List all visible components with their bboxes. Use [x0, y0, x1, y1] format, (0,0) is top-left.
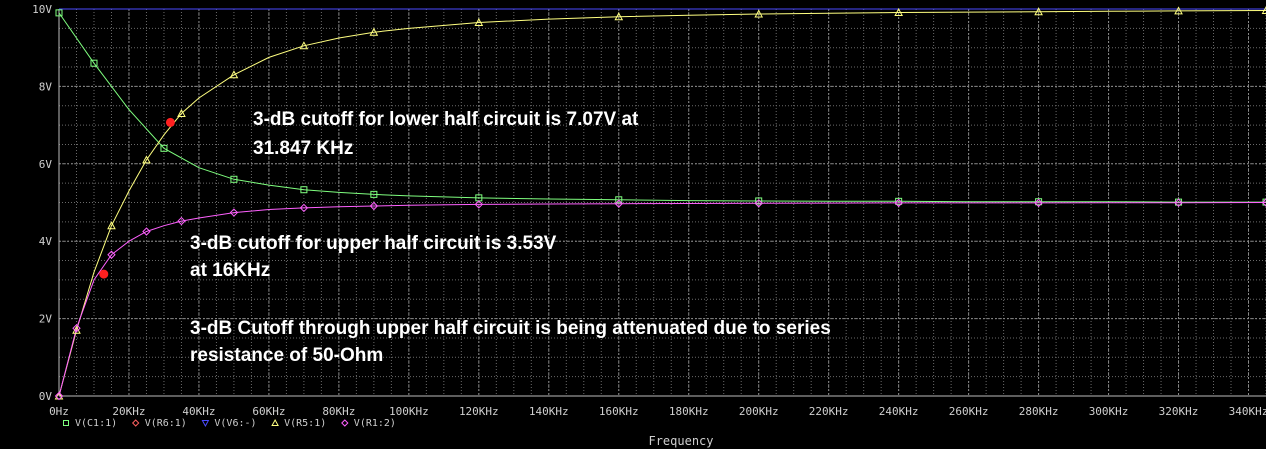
cutoff-point-marker — [99, 269, 109, 279]
x-tick-label: 20KHz — [112, 405, 145, 418]
series-point-v-r5-1 — [614, 12, 624, 21]
series-point-v-r5-1 — [229, 70, 239, 79]
x-tick-label: 100KHz — [389, 405, 429, 418]
legend-label-v-c1-1: V(C1:1) — [75, 418, 117, 429]
series-point-v-r5-1 — [1261, 5, 1266, 15]
legend-label-v-v6: V(V6:-) — [214, 418, 256, 429]
series-point-v-r5-1 — [754, 9, 764, 18]
markers-layer — [54, 5, 1266, 401]
series-point-v-r1-2 — [614, 199, 623, 208]
series-point-v-r1-2 — [107, 250, 116, 259]
x-tick-label: 300KHz — [1089, 405, 1129, 418]
series-point-v-r1-2 — [54, 391, 64, 401]
y-tick-label: 8V — [39, 80, 53, 93]
series-point-v-c1-1 — [370, 190, 378, 198]
legend-marker-v-r1-2 — [341, 419, 349, 427]
series-point-v-r1-2 — [142, 227, 151, 236]
x-tick-label: 320KHz — [1159, 405, 1199, 418]
series-point-v-r5-1 — [1034, 7, 1043, 16]
series-point-v-r1-2 — [1034, 198, 1043, 208]
annotation-upper-line-2: at 16KHz — [190, 260, 270, 281]
series-point-v-r1-2 — [894, 198, 903, 208]
legend-label-v-r5-1: V(R5:1) — [284, 418, 326, 429]
y-tick-label: 10V — [32, 3, 52, 16]
series-point-v-r5-1 — [299, 41, 309, 50]
x-tick-label: 40KHz — [182, 405, 215, 418]
series-point-v-c1-1 — [230, 175, 238, 183]
x-axis-label: Frequency — [648, 434, 713, 448]
series-line-v-r1-2 — [58, 202, 1266, 397]
cutoff-point-marker — [165, 117, 175, 127]
annotation-upper-line-1: 3-dB cutoff for upper half circuit is 3.… — [190, 233, 557, 254]
series-point-v-r5-1 — [107, 221, 116, 230]
series-point-v-r1-2 — [72, 324, 81, 333]
series-point-v-r1-2 — [754, 199, 763, 208]
series-point-v-c1-1 — [300, 186, 308, 194]
series-point-v-c1-1 — [55, 9, 63, 17]
y-tick-label: 2V — [39, 313, 53, 326]
legend-marker-v-r5-1 — [271, 418, 279, 426]
series-line-v-r5-1 — [58, 10, 1266, 397]
series-point-v-r5-1 — [1174, 6, 1183, 15]
x-tick-label: 240KHz — [879, 405, 919, 418]
series-point-v-r5-1 — [894, 7, 903, 16]
legend: V(C1:1) V(R6:1) V(V6:-) V(R5:1) V(R1:2) — [63, 418, 396, 429]
annotation-attenuation-line-1: 3-dB Cutoff through upper half circuit i… — [190, 318, 831, 339]
legend-label-v-r6-1: V(R6:1) — [145, 418, 187, 429]
series-line-v-c1-1 — [58, 12, 1266, 203]
legend-marker-v-c1-1 — [63, 420, 69, 426]
series-point-v-r1-2 — [177, 216, 186, 226]
series-point-v-r5-1 — [177, 108, 186, 117]
x-tick-label: 180KHz — [669, 405, 709, 418]
x-tick-label: 80KHz — [322, 405, 355, 418]
series-point-v-r1-2 — [299, 203, 309, 213]
legend-marker-v-r6-1 — [131, 419, 140, 427]
series-point-v-c1-1 — [895, 197, 903, 205]
legend-marker-v-v6 — [201, 420, 210, 428]
series-point-v-r1-2 — [474, 200, 484, 209]
points-layer — [99, 117, 175, 279]
x-tick-label: 120KHz — [459, 405, 499, 418]
series-point-v-r1-2 — [369, 201, 379, 211]
x-tick-label: 140KHz — [529, 405, 569, 418]
series-point-v-r5-1 — [369, 27, 379, 36]
x-tick-label: 260KHz — [949, 405, 989, 418]
x-tick-label: 340KHz — [1229, 405, 1266, 418]
y-tick-label: 4V — [39, 235, 53, 248]
series-point-v-r1-2 — [1261, 198, 1266, 207]
x-tick-label: 220KHz — [809, 405, 849, 418]
series-point-v-r5-1 — [474, 17, 484, 27]
series-point-v-c1-1 — [615, 196, 623, 204]
x-tick-label: 200KHz — [739, 405, 779, 418]
x-tick-label: 280KHz — [1019, 405, 1059, 418]
legend-label-v-r1-2: V(R1:2) — [354, 418, 396, 429]
annotation-lower-line-1: 3-dB cutoff for lower half circuit is 7.… — [253, 109, 639, 130]
series-layer — [58, 8, 1266, 397]
series-point-v-r5-1 — [142, 155, 151, 164]
y-tick-label: 0V — [39, 390, 53, 403]
y-tick-label: 6V — [39, 158, 53, 171]
series-point-v-c1-1 — [90, 59, 98, 67]
x-tick-label: 60KHz — [252, 405, 285, 418]
x-tick-label: 0Hz — [49, 405, 69, 418]
series-point-v-r1-2 — [229, 208, 239, 217]
series-point-v-r1-2 — [1174, 198, 1183, 207]
series-point-v-c1-1 — [755, 197, 763, 205]
annotation-lower-line-2: 31.847 KHz — [253, 138, 353, 159]
annotations: 3-dB cutoff for lower half circuit is 7.… — [190, 109, 831, 366]
annotation-attenuation-line-2: resistance of 50-Ohm — [190, 345, 383, 366]
ticks-layer: 0Hz 20KHz 40KHz 60KHz 80KHz 100KHz 120KHz 140KH… — [32, 3, 1266, 418]
series-point-v-c1-1 — [160, 144, 168, 152]
x-tick-label: 160KHz — [599, 405, 639, 418]
